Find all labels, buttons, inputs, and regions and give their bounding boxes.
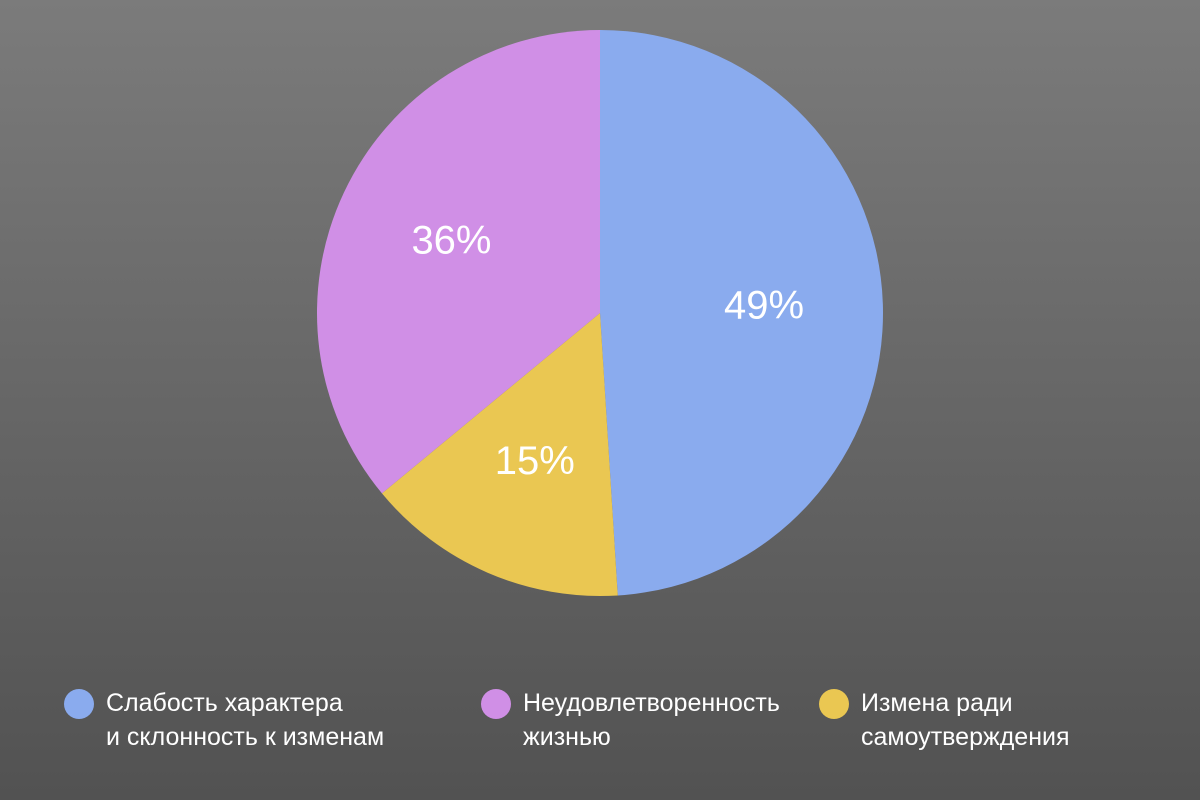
legend-swatch [64,689,94,719]
value-label: 49% [724,283,804,327]
pie-slice [600,30,884,596]
pie-slice [317,30,600,494]
legend-label: Слабость характера и склонность к измена… [106,689,385,751]
legend-swatch [481,689,511,719]
legend-item: Слабость характера и склонность к измена… [64,686,384,754]
legend-item: Неудовлетворенность жизнью [481,686,780,754]
legend-swatch [819,689,849,719]
pie-slice [381,313,618,597]
legend-label: Неудовлетворенность жизнью [523,689,780,751]
legend-item: Измена ради самоутверждения [819,686,1070,754]
legend-label: Измена ради самоутверждения [861,689,1070,751]
value-label: 36% [411,219,491,263]
value-label: 15% [495,439,575,483]
